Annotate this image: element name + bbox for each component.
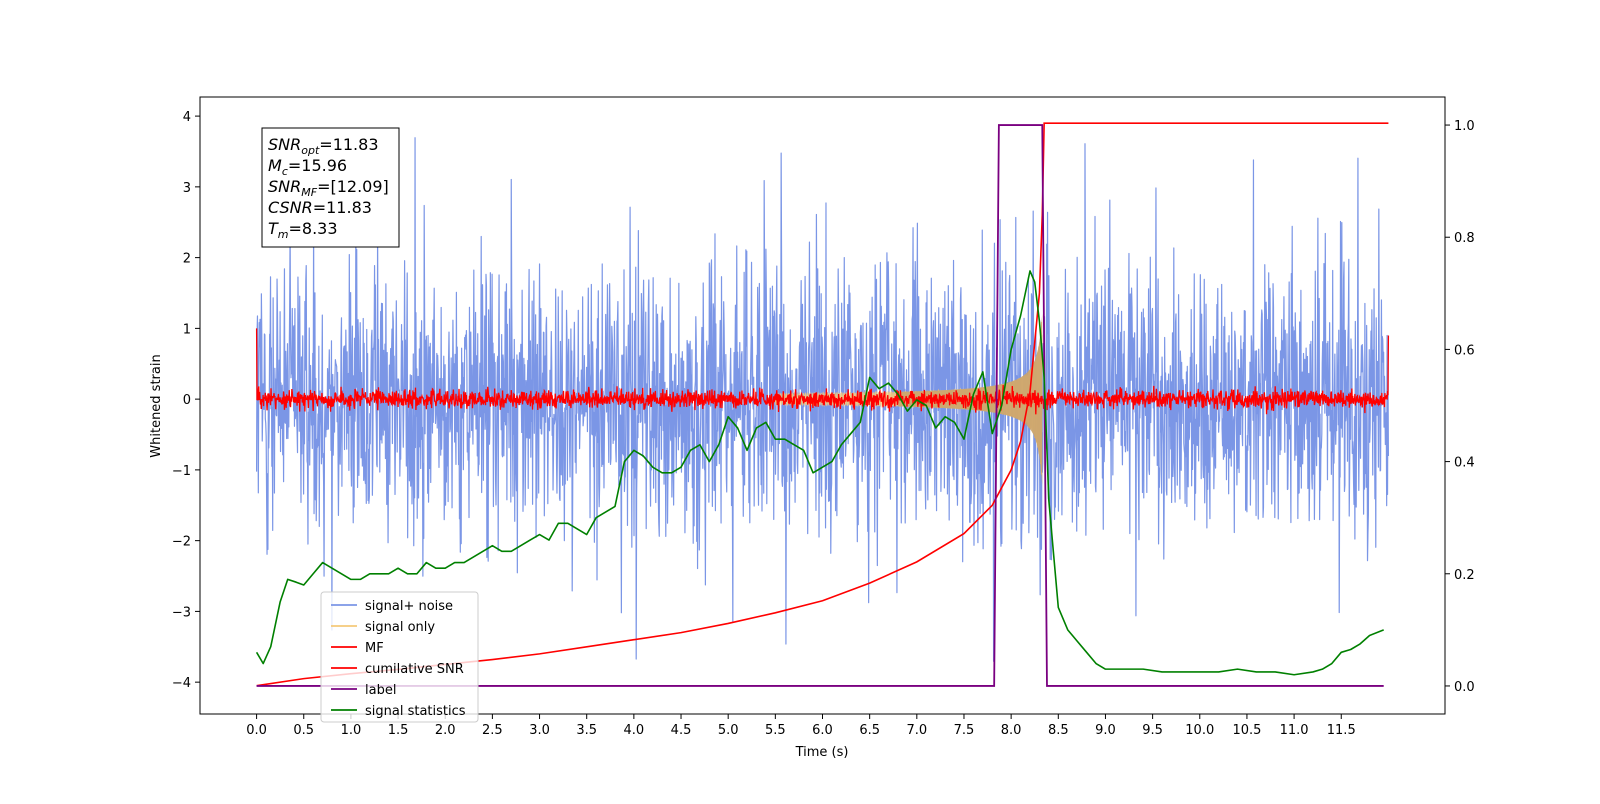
y-axis-left: −4 −3 −2 −1 0 1 2 3 4 (172, 110, 200, 691)
y-tick-label: 2 (183, 252, 191, 267)
y-right-tick-label: 0.0 (1454, 680, 1475, 695)
x-axis: 0.0 0.5 1.0 1.5 2.0 2.5 3.0 3.5 4.0 4.5 5.0 5.5 6.0 6… (246, 714, 1356, 738)
annotation-line: SNRopt=11.83 (268, 135, 379, 157)
series-signal-noise-line (255, 137, 1390, 662)
y-tick-label: 4 (183, 110, 191, 125)
annotation-line: CSNR=11.83 (268, 198, 372, 217)
x-tick-label: 6.5 (859, 723, 880, 738)
x-tick-label: 1.0 (341, 723, 362, 738)
series-mf-line (255, 328, 1390, 415)
annotation-line: SNRMF=[12.09] (268, 177, 389, 199)
series-label-line (256, 124, 1384, 687)
legend-entry: MF (365, 641, 384, 656)
x-tick-label: 9.5 (1142, 723, 1163, 738)
legend: signal+ noise signal only MF cumilative SNR… (320, 591, 479, 723)
x-tick-label: 7.5 (954, 723, 975, 738)
y-right-tick-label: 0.8 (1454, 231, 1475, 246)
y-tick-label: 0 (183, 393, 191, 408)
x-tick-label: 8.5 (1048, 723, 1069, 738)
x-tick-label: 0.5 (293, 723, 314, 738)
x-tick-label: 11.0 (1280, 723, 1309, 738)
legend-entry: cumilative SNR (365, 662, 464, 677)
legend-entry: signal+ noise (365, 599, 453, 614)
legend-entry: signal statistics (365, 704, 466, 719)
series-signal-statistics-line (255, 270, 1384, 676)
x-tick-label: 5.5 (765, 723, 786, 738)
annotation-line: Tm=8.33 (268, 219, 338, 241)
x-tick-label: 11.5 (1327, 723, 1356, 738)
x-tick-label: 1.5 (388, 723, 409, 738)
y-right-tick-label: 0.4 (1454, 456, 1475, 471)
x-tick-label: 2.5 (482, 723, 503, 738)
y-tick-label: −2 (172, 535, 191, 550)
x-tick-label: 8.0 (1001, 723, 1022, 738)
x-tick-label: 3.5 (576, 723, 597, 738)
y-axis-label: Whitened strain (149, 354, 164, 457)
x-tick-label: 7.0 (906, 723, 927, 738)
annotation-line: Mc=15.96 (268, 156, 347, 178)
x-tick-label: 4.5 (671, 723, 692, 738)
x-tick-label: 9.0 (1095, 723, 1116, 738)
x-tick-label: 3.0 (529, 723, 550, 738)
y-tick-label: 3 (183, 181, 191, 196)
annotation-frame (261, 127, 400, 248)
y-right-tick-label: 0.2 (1454, 568, 1475, 583)
x-axis-label: Time (s) (795, 745, 849, 760)
y-tick-label: −3 (172, 605, 191, 620)
y-tick-label: 1 (183, 322, 191, 337)
x-tick-label: 6.0 (812, 723, 833, 738)
legend-entry: label (365, 683, 396, 698)
y-right-tick-label: 1.0 (1454, 119, 1475, 134)
annotation-box: SNRopt=11.83Mc=15.96SNRMF=[12.09]CSNR=11… (261, 127, 400, 248)
y-right-tick-label: 0.6 (1454, 343, 1475, 358)
x-tick-label: 5.0 (718, 723, 739, 738)
legend-entry: signal only (365, 620, 435, 635)
y-tick-label: −1 (172, 464, 191, 479)
x-tick-label: 0.0 (246, 723, 267, 738)
x-tick-label: 10.0 (1185, 723, 1214, 738)
y-tick-label: −4 (172, 676, 191, 691)
y-axis-right: 0.0 0.2 0.4 0.6 0.8 1.0 (1445, 119, 1475, 695)
x-tick-label: 4.0 (624, 723, 645, 738)
legend-frame (320, 591, 479, 723)
x-tick-label: 10.5 (1232, 723, 1261, 738)
x-tick-label: 2.0 (435, 723, 456, 738)
